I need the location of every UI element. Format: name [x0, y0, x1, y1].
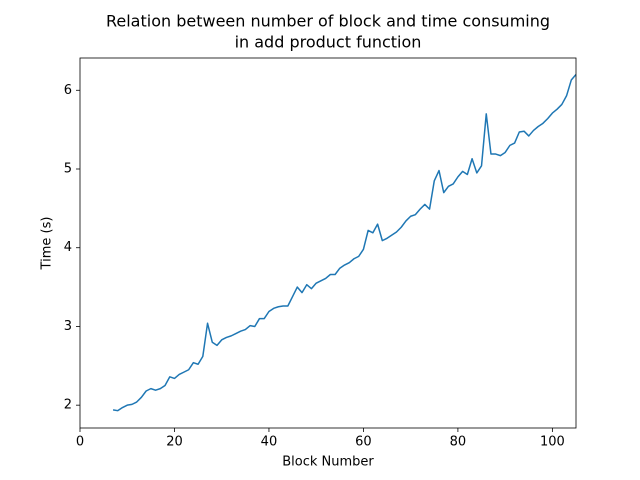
- x-tick-label: 20: [166, 435, 183, 450]
- y-tick-label: 4: [64, 240, 72, 255]
- x-tick-label: 0: [76, 435, 84, 450]
- x-tick-label: 60: [355, 435, 372, 450]
- x-tick-label: 100: [540, 435, 565, 450]
- y-tick-label: 3: [64, 319, 72, 334]
- y-tick-label: 6: [64, 83, 72, 98]
- chart-title: Relation between number of block and tim…: [106, 12, 550, 31]
- chart-title: in add product function: [235, 33, 422, 52]
- y-tick-label: 5: [64, 162, 72, 177]
- y-axis-label: Time (s): [40, 217, 55, 271]
- y-tick-label: 2: [64, 398, 72, 413]
- plot-frame: [79, 57, 577, 429]
- x-axis-label: Block Number: [282, 455, 374, 470]
- data-line: [112, 74, 576, 412]
- x-tick-label: 80: [450, 435, 467, 450]
- x-tick-label: 40: [261, 435, 278, 450]
